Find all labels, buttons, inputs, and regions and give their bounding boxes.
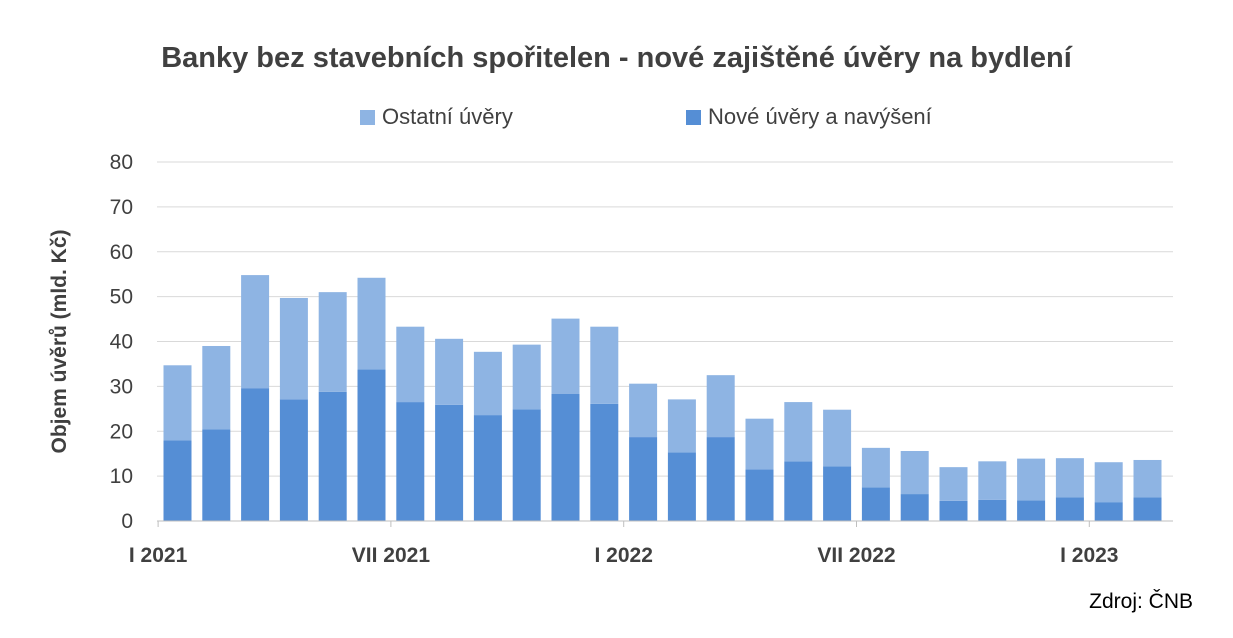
bar-ostatni-uvery <box>279 297 308 400</box>
y-tick-label: 20 <box>110 420 133 443</box>
bar-ostatni-uvery <box>745 418 774 470</box>
bar-ostatni-uvery <box>396 326 425 403</box>
bar-nove-uvery <box>745 469 774 521</box>
source-label: Zdroj: ČNB <box>1089 590 1193 613</box>
y-tick-label: 50 <box>110 286 133 309</box>
bar-ostatni-uvery <box>357 277 386 370</box>
legend-item-ostatni: Ostatní úvěry <box>360 102 513 132</box>
y-tick-label: 70 <box>110 196 133 219</box>
bar-ostatni-uvery <box>861 447 890 488</box>
bar-ostatni-uvery <box>473 351 502 416</box>
legend-label-ostatni: Ostatní úvěry <box>382 104 513 129</box>
bar-ostatni-uvery <box>900 450 929 495</box>
bar-nove-uvery <box>939 500 968 521</box>
y-tick-label: 10 <box>110 465 133 488</box>
y-tick-label: 40 <box>110 331 133 354</box>
bar-nove-uvery <box>202 429 231 521</box>
bar-nove-uvery <box>978 499 1007 521</box>
bar-ostatni-uvery <box>551 318 580 395</box>
bar-nove-uvery <box>1133 497 1162 521</box>
bar-nove-uvery <box>1094 502 1123 521</box>
bar-nove-uvery <box>473 415 502 521</box>
x-tick-label: I 2023 <box>1060 544 1118 567</box>
bar-nove-uvery <box>667 452 696 521</box>
bar-nove-uvery <box>318 391 347 521</box>
bar-nove-uvery <box>241 388 270 521</box>
bar-ostatni-uvery <box>667 399 696 453</box>
y-tick-label: 80 <box>110 151 133 174</box>
legend-item-nove: Nové úvěry a navýšení <box>686 102 932 132</box>
bar-nove-uvery <box>163 440 192 521</box>
legend-swatch-ostatni <box>360 109 375 125</box>
bar-nove-uvery <box>396 402 425 521</box>
bar-nove-uvery <box>629 437 658 521</box>
bar-ostatni-uvery <box>978 461 1007 500</box>
bar-ostatni-uvery <box>202 345 231 430</box>
y-tick-label: 30 <box>110 375 133 398</box>
bar-ostatni-uvery <box>629 383 658 438</box>
bar-nove-uvery <box>279 399 308 521</box>
bar-nove-uvery <box>590 403 619 521</box>
bar-ostatni-uvery <box>435 338 464 405</box>
bar-nove-uvery <box>706 437 735 521</box>
bar-ostatni-uvery <box>1094 462 1123 503</box>
bar-ostatni-uvery <box>512 344 541 410</box>
bar-ostatni-uvery <box>1017 458 1046 501</box>
bar-ostatni-uvery <box>163 365 192 441</box>
bar-ostatni-uvery <box>939 467 968 501</box>
bar-ostatni-uvery <box>590 326 619 404</box>
legend-swatch-nove <box>686 109 701 125</box>
chart-title: Banky bez stavebních spořitelen - nové z… <box>161 42 1072 74</box>
bar-ostatni-uvery <box>823 409 852 467</box>
bar-nove-uvery <box>435 404 464 521</box>
legend-label-nove: Nové úvěry a navýšení <box>708 104 932 129</box>
x-tick-label: VII 2022 <box>817 544 895 567</box>
bar-nove-uvery <box>551 394 580 521</box>
x-tick-label: VII 2021 <box>352 544 431 567</box>
bar-ostatni-uvery <box>1055 458 1084 498</box>
bar-nove-uvery <box>357 369 386 521</box>
bar-nove-uvery <box>861 487 890 521</box>
x-tick-label: I 2021 <box>129 544 188 567</box>
bar-ostatni-uvery <box>706 375 735 438</box>
bar-nove-uvery <box>1055 497 1084 521</box>
bar-nove-uvery <box>1017 500 1046 521</box>
bar-ostatni-uvery <box>318 292 347 392</box>
bar-nove-uvery <box>823 466 852 521</box>
y-axis-title: Objem úvěrů (mld. Kč) <box>48 229 71 453</box>
y-tick-label: 0 <box>121 510 133 533</box>
y-tick-label: 60 <box>110 241 133 264</box>
bar-ostatni-uvery <box>784 402 813 462</box>
bar-ostatni-uvery <box>1133 459 1162 498</box>
bar-nove-uvery <box>784 461 813 521</box>
bar-nove-uvery <box>900 494 929 521</box>
bar-nove-uvery <box>512 409 541 521</box>
bar-ostatni-uvery <box>241 275 270 389</box>
x-tick-label: I 2022 <box>595 544 653 567</box>
